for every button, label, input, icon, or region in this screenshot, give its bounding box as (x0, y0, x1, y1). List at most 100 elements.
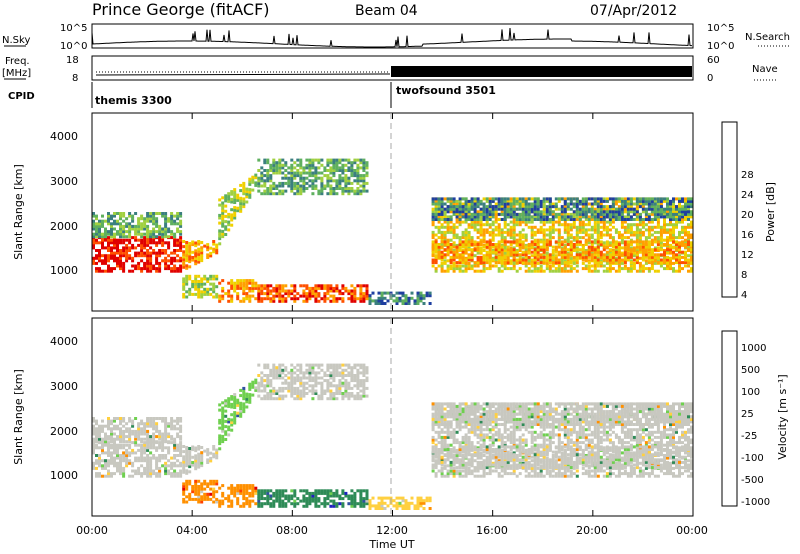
power-cell (107, 232, 110, 236)
power-cell (521, 199, 525, 203)
power-cell (554, 215, 558, 219)
velocity-cell (212, 492, 216, 496)
power-cell (218, 198, 222, 202)
power-cell (209, 251, 213, 255)
power-cell (143, 236, 147, 240)
power-cell (650, 212, 654, 216)
velocity-cell (182, 485, 186, 488)
power-cell (212, 242, 216, 246)
power-cell (359, 179, 363, 183)
power-cell (446, 197, 450, 201)
power-cell (449, 199, 453, 203)
power-cell (482, 233, 486, 237)
power-cell (221, 201, 225, 205)
power-cell (356, 174, 360, 178)
velocity-cell (98, 440, 101, 444)
power-cell (251, 289, 255, 293)
power-cell (440, 245, 444, 249)
velocity-cell (161, 443, 165, 447)
velocity-cell (170, 417, 174, 420)
velocity-cell (110, 474, 113, 478)
power-cell (311, 187, 315, 190)
power-ylabel: Slant Range [km] (12, 164, 25, 260)
power-cell (647, 220, 651, 224)
power-cell (629, 215, 633, 219)
power-cell (620, 215, 624, 219)
power-cell (131, 217, 135, 221)
power-cell (663, 220, 666, 224)
velocity-cell (146, 419, 150, 423)
power-cell (500, 212, 504, 216)
power-cell (536, 215, 540, 219)
velocity-cell (116, 464, 119, 468)
power-cell (350, 189, 354, 193)
power-cell (635, 212, 639, 216)
velocity-cell (119, 472, 122, 476)
power-ytick-2000: 2000 (50, 220, 78, 233)
velocity-cell (197, 485, 201, 488)
velocity-cell (227, 494, 231, 498)
power-cell (293, 299, 297, 303)
power-cell (323, 174, 327, 178)
power-cell (539, 218, 543, 221)
power-cell (647, 267, 651, 271)
nsearch-tick-bottom: 10^0 (707, 41, 734, 52)
power-cell (614, 245, 618, 249)
power-cell (437, 197, 441, 201)
power-ytick-4000: 4000 (50, 130, 78, 143)
velocity-cell (164, 472, 168, 476)
power-cell (326, 289, 330, 293)
power-cell (308, 294, 312, 298)
power-cell (464, 233, 468, 237)
power-cell (617, 212, 621, 216)
power-cell (134, 246, 138, 250)
power-cell (629, 264, 633, 268)
power-cell (305, 292, 309, 296)
power-cell (614, 199, 618, 203)
power-cell (515, 249, 519, 252)
power-cell (684, 202, 687, 206)
power-cell (551, 202, 555, 206)
power-cell (437, 220, 441, 224)
velocity-cell (131, 448, 135, 452)
power-cell (101, 214, 104, 218)
power-cell (452, 210, 456, 214)
power-cell (164, 256, 168, 260)
power-cell (464, 248, 468, 252)
power-cell (467, 236, 471, 240)
power-cell (149, 219, 153, 223)
power-cell (155, 224, 159, 228)
power-cell (605, 225, 609, 229)
power-cell (143, 227, 147, 231)
power-cell (560, 267, 564, 271)
power-cell (470, 264, 474, 268)
power-cell (464, 250, 468, 254)
power-cell (566, 241, 570, 245)
velocity-cell (212, 490, 216, 494)
power-cell (602, 218, 606, 221)
power-cell (116, 246, 119, 250)
power-cell (476, 205, 480, 209)
power-cell (687, 248, 690, 252)
velocity-cell (173, 446, 177, 450)
power-cell (461, 261, 465, 265)
power-cell (101, 259, 104, 263)
power-cell (230, 281, 234, 285)
power-cell (467, 261, 471, 265)
power-cell (95, 254, 98, 258)
power-cell (215, 251, 219, 255)
velocity-cell (185, 461, 189, 465)
power-cell (666, 212, 669, 216)
power-cell (587, 210, 591, 214)
power-cell (581, 245, 585, 249)
velocity-cell (92, 432, 95, 436)
power-cell (185, 256, 189, 260)
power-cell (95, 217, 98, 221)
velocity-cell (149, 424, 153, 428)
power-cell (488, 233, 492, 237)
power-cell (491, 212, 495, 216)
power-cell (521, 256, 525, 260)
power-cell (107, 264, 110, 268)
power-cell (155, 212, 159, 215)
power-cell (681, 225, 684, 229)
